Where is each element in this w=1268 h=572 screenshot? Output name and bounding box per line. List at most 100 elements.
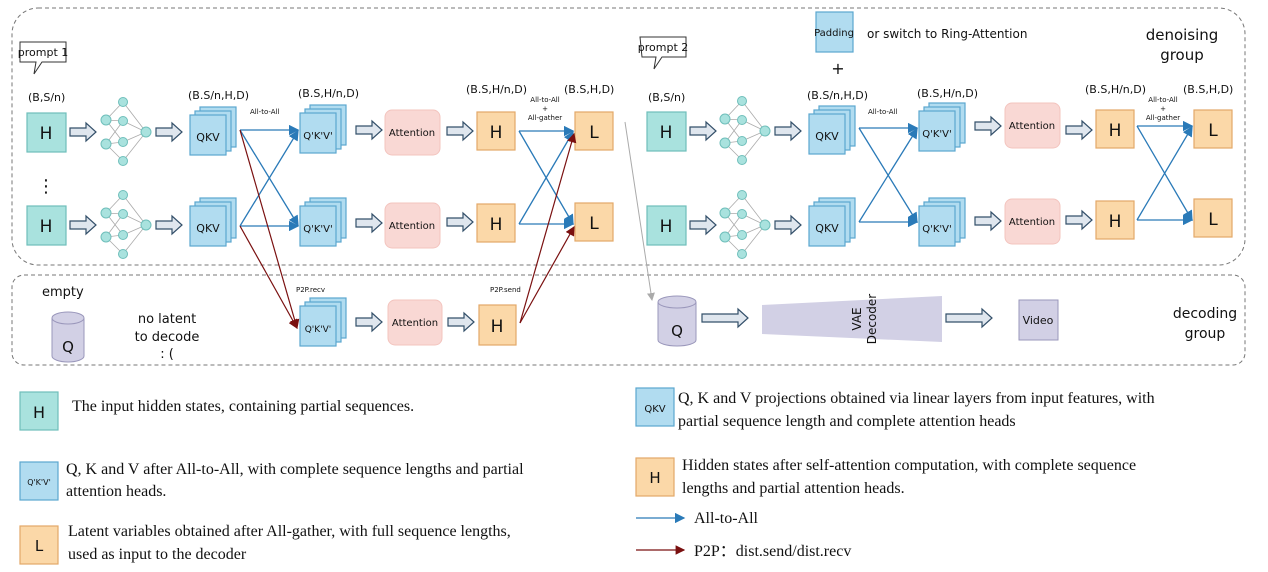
input-hidden-state (26, 205, 67, 246)
vae-decoder-block (762, 296, 942, 342)
legend-symbol: H (649, 469, 660, 487)
arrow-icon (446, 121, 474, 141)
attention-label: Attention (392, 318, 438, 329)
prompt-1-pipeline: prompt 1 (B,S/n) (B.S/n,H,D) (B.S,H/n,D)… (18, 41, 655, 330)
latent (574, 202, 614, 242)
legend-text: The input hidden states, containing part… (72, 398, 414, 415)
output-hidden-state (476, 203, 516, 243)
all-to-all-label: All-to-All (1148, 96, 1177, 104)
h-label: H (490, 123, 503, 143)
qkv-prime-stack (918, 197, 966, 247)
qkv-prime-stack (299, 197, 347, 247)
p2p-send-label: P2P.send (490, 286, 521, 294)
shape-label: (B.S,H,D) (1183, 83, 1233, 96)
arrow-icon (689, 215, 717, 235)
latent (574, 111, 614, 151)
legend-item-qkv: QKV Q, K and V projections obtained via … (635, 387, 1155, 430)
no-latent-text: to decode (135, 330, 200, 345)
attention-label: Attention (1009, 217, 1055, 228)
p2p-arrows (239, 129, 577, 330)
l-label: L (1208, 121, 1218, 141)
shape-label: (B.S,H/n,D) (1085, 83, 1146, 96)
all-to-all-label: All-to-All (250, 108, 279, 116)
arrow-icon (1065, 210, 1093, 230)
row-1: H QKV Q'K'V' Attention H L (26, 97, 614, 166)
arrow-icon (155, 215, 183, 235)
all-gather-label: All-gather (528, 114, 562, 122)
all-to-all-arrows (239, 124, 575, 232)
arrow-icon (774, 215, 802, 235)
h-label: H (40, 124, 53, 144)
output-hidden-state (1095, 200, 1135, 240)
input-hidden-state (646, 111, 687, 152)
h-label: H (660, 217, 673, 237)
input-hidden-state (646, 205, 687, 246)
arrow-icon (69, 122, 97, 142)
qkv-prime-label: Q'K'V' (305, 325, 332, 335)
prompt-label: prompt 1 (18, 46, 69, 59)
legend-text: Q, K and V projections obtained via line… (678, 390, 1155, 407)
ring-attention-note: or switch to Ring-Attention (867, 27, 1027, 41)
output-hidden-state (478, 304, 517, 346)
p2p-recv-label: P2P.recv (296, 286, 325, 294)
arrow-icon (447, 312, 475, 332)
neural-net-icon (100, 97, 152, 166)
l-label: L (1208, 210, 1218, 230)
legend-text: P2P：dist.send/dist.recv (694, 543, 851, 560)
input-hidden-state (26, 112, 67, 153)
arrow-icon (355, 213, 383, 233)
l-label: L (589, 123, 599, 143)
row-n: H QKV Q'K'V' Attention H L (26, 190, 614, 259)
qkv-prime-stack (299, 104, 347, 154)
attention-block (1004, 198, 1061, 245)
latent-transfer-arrow (624, 121, 655, 301)
padding-label: Padding (814, 28, 854, 39)
neural-net-icon (100, 190, 152, 259)
attention-label: Attention (389, 221, 435, 232)
latent (1193, 109, 1233, 149)
queue-cylinder-icon (657, 295, 697, 347)
all-to-all-label: All-to-All (868, 108, 897, 116)
prompt-2-pipeline: prompt 2 Padding or switch to Ring-Atten… (638, 11, 1233, 259)
q-label: Q (671, 322, 683, 340)
all-to-all-arrows (858, 120, 1194, 228)
legend-symbol: H (33, 403, 45, 422)
legend-item-all-to-all: All-to-All (636, 510, 759, 527)
queue-cylinder-icon (51, 311, 85, 363)
h-label: H (660, 123, 673, 143)
qkv-prime-label: Q'K'V' (922, 224, 952, 235)
legend-text: used as input to the decoder (68, 546, 247, 563)
video-label: Video (1023, 314, 1054, 327)
legend-symbol: L (35, 537, 44, 555)
q-label: Q (62, 338, 74, 356)
qkv-label: QKV (196, 222, 220, 235)
legend-text: lengths and partial attention heads. (682, 480, 905, 497)
group-label: group (1160, 46, 1204, 64)
arrow-icon (974, 116, 1002, 136)
legend-item-output-h: H Hidden states after self-attention com… (635, 457, 1136, 497)
ellipsis: ⋮ (37, 176, 55, 197)
qkv-prime-stack (299, 297, 347, 347)
output-hidden-state (1095, 109, 1135, 149)
legend-text: All-to-All (694, 510, 759, 527)
h-label: H (40, 217, 53, 237)
h-label: H (1109, 121, 1122, 141)
arrow-icon (1065, 120, 1093, 140)
attention-label: Attention (389, 128, 435, 139)
plus-label: + (1160, 105, 1166, 113)
all-to-all-label: All-to-All (530, 96, 559, 104)
group-label: decoding (1173, 306, 1237, 322)
shape-label: (B.S/n,H,D) (188, 89, 249, 102)
shape-label: (B.S,H/n,D) (466, 83, 527, 96)
attention-block (384, 109, 441, 156)
shape-label: (B.S,H/n,D) (298, 87, 359, 100)
arrow-icon (701, 308, 749, 328)
latent (1193, 198, 1233, 238)
arrow-icon (689, 121, 717, 141)
all-gather-label: All-gather (1146, 114, 1180, 122)
l-label: L (589, 214, 599, 234)
legend-item-p2p: P2P：dist.send/dist.recv (636, 543, 851, 560)
legend-text: partial sequence length and complete att… (678, 413, 1016, 430)
empty-label: empty (42, 285, 84, 300)
legend-text: attention heads. (66, 483, 166, 500)
